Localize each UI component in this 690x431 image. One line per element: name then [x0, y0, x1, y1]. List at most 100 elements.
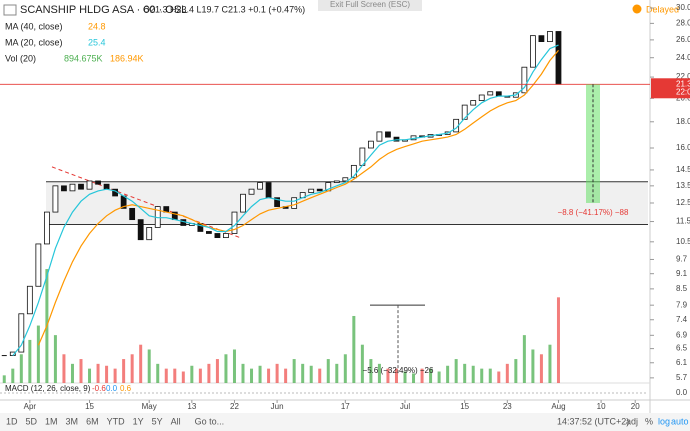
- delayed-icon: [632, 4, 642, 14]
- volume-bar: [147, 349, 151, 383]
- volume-bar: [539, 354, 543, 383]
- candle: [478, 94, 485, 101]
- y-tick-label: 6.1: [676, 358, 688, 367]
- range-button[interactable]: 1Y: [133, 416, 144, 426]
- macd-tick-label: 0.0: [676, 388, 688, 397]
- candle: [521, 66, 528, 94]
- candle: [18, 313, 25, 353]
- candle: [223, 233, 229, 239]
- legend-name[interactable]: MA (40, close): [5, 21, 63, 31]
- candle: [214, 233, 221, 239]
- candle: [103, 183, 110, 190]
- macd-label[interactable]: MACD (12, 26, close, 9): [5, 384, 91, 393]
- volume-bar: [343, 354, 347, 383]
- candle: [86, 180, 93, 190]
- candle: [248, 188, 255, 195]
- candle: [1, 355, 7, 357]
- scale-option[interactable]: %: [645, 416, 653, 426]
- range-button[interactable]: 1M: [45, 416, 58, 426]
- volume-bar: [463, 363, 467, 383]
- volume-bar: [62, 354, 66, 383]
- candle: [385, 131, 391, 138]
- legend-value: 24.8: [88, 21, 106, 31]
- candle: [547, 31, 553, 43]
- x-tick-label: May: [142, 402, 157, 411]
- volume-bar: [258, 365, 262, 383]
- range-button[interactable]: All: [171, 416, 181, 426]
- y-tick-label: 18.0: [676, 117, 690, 126]
- volume-bar: [454, 359, 458, 383]
- range-button[interactable]: 3M: [66, 416, 79, 426]
- volume-bar: [488, 368, 492, 383]
- range-button[interactable]: 1D: [6, 416, 18, 426]
- x-tick-label: Apr: [24, 402, 37, 411]
- volume-bar: [275, 363, 279, 383]
- candle: [495, 91, 502, 97]
- candle: [342, 177, 349, 182]
- exit-box[interactable]: [318, 0, 422, 11]
- volume-bar: [556, 297, 560, 383]
- candle: [308, 188, 315, 193]
- clock: 14:37:52 (UTC+2): [557, 416, 629, 426]
- legend-value: 894.675K: [64, 53, 103, 63]
- range-button[interactable]: 5D: [26, 416, 38, 426]
- legend-name[interactable]: Vol (20): [5, 53, 36, 63]
- volume-bar: [139, 344, 143, 383]
- volume-bar: [79, 359, 83, 383]
- x-tick-label: 23: [503, 402, 512, 411]
- y-tick-label: 6.5: [676, 344, 688, 353]
- y-tick-label: 11.5: [676, 217, 690, 226]
- volume-bar: [173, 368, 177, 383]
- candle: [129, 207, 136, 221]
- toolbar: [0, 413, 690, 431]
- volume-bar: [531, 349, 535, 383]
- volume-bar: [36, 325, 40, 383]
- candle: [376, 131, 383, 142]
- y-tick-label: 24.0: [676, 53, 690, 62]
- measure-range: [586, 84, 600, 203]
- goto-button[interactable]: Go to...: [195, 416, 225, 426]
- volume-bar: [429, 368, 433, 383]
- range-button[interactable]: 6M: [86, 416, 99, 426]
- y-tick-label: 13.5: [676, 181, 690, 190]
- candle: [35, 243, 42, 287]
- y-tick-label: 5.7: [676, 373, 688, 382]
- x-tick-label: 13: [187, 402, 196, 411]
- y-tick-label: 14.5: [676, 165, 690, 174]
- volume-bar: [224, 354, 228, 383]
- candle: [78, 183, 84, 190]
- candle: [367, 140, 374, 149]
- volume-bar: [326, 359, 330, 383]
- volume-bar: [437, 371, 441, 383]
- x-tick-label: 17: [341, 402, 350, 411]
- volume-bar: [198, 368, 202, 383]
- scale-option[interactable]: log: [658, 416, 670, 426]
- volume-bar: [113, 368, 117, 383]
- range-button[interactable]: 5Y: [152, 416, 163, 426]
- volume-bar: [267, 368, 271, 383]
- candle: [61, 185, 67, 192]
- symbol[interactable]: SCANSHIP HLDG ASA · 60 · OSL: [20, 4, 187, 16]
- legend-value: 186.94K: [110, 53, 144, 63]
- exit-fullscreen[interactable]: Exit Full Screen (ESC): [330, 0, 410, 9]
- volume-bar: [522, 335, 526, 383]
- range-button[interactable]: YTD: [107, 416, 126, 426]
- candle: [69, 183, 76, 192]
- candle: [393, 136, 400, 142]
- y-tick-label: 26.0: [676, 35, 690, 44]
- scale-option[interactable]: adj: [626, 416, 638, 426]
- y-tick-label: 9.7: [676, 255, 688, 264]
- measure-label: −8.8 (−41.17%) −88: [558, 208, 629, 217]
- y-tick-label: 22.0: [676, 72, 690, 81]
- volume-bar: [164, 368, 168, 383]
- symbol-icon[interactable]: [3, 4, 17, 16]
- candle: [205, 231, 212, 234]
- legend-name[interactable]: MA (20, close): [5, 37, 63, 47]
- candle: [291, 197, 298, 209]
- volume-bar: [181, 371, 185, 383]
- volume-bar: [548, 344, 552, 383]
- volume-bar: [335, 363, 339, 383]
- macd-reading: -0.6: [92, 384, 106, 393]
- scale-option[interactable]: auto: [671, 416, 689, 426]
- volume-bar: [215, 359, 219, 383]
